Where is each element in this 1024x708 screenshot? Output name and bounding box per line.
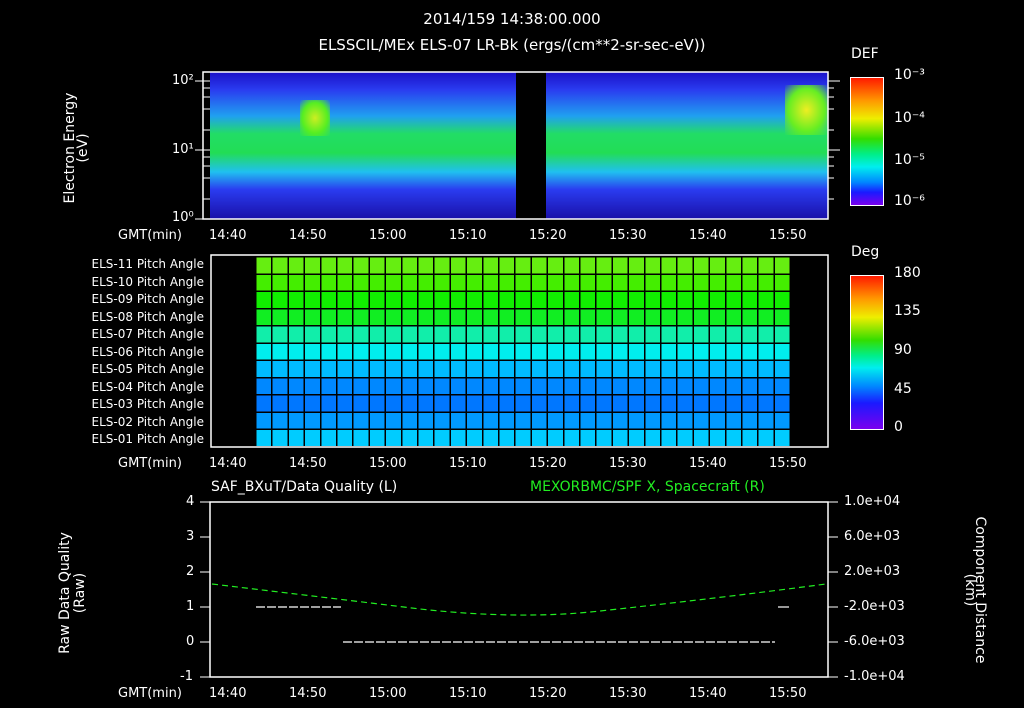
pa-label-els11: ELS-11 Pitch Angle bbox=[91, 257, 204, 271]
panel1-xtick-6: 15:40 bbox=[689, 228, 727, 243]
panel3-ytick-left-2: 2 bbox=[186, 564, 195, 579]
panel1-ytick-100: 10² bbox=[172, 73, 194, 88]
panel3-ytick-left-3: 3 bbox=[186, 529, 195, 544]
panel3-ytick-right-1: 6.0e+03 bbox=[844, 529, 901, 544]
colorbar1-tick-2: 10⁻⁵ bbox=[894, 152, 925, 168]
panel3-ytick-right-5: -1.0e+04 bbox=[844, 669, 905, 684]
panel3-ytick-left-neg1: -1 bbox=[180, 669, 193, 684]
spectrogram-hotspot-1 bbox=[300, 100, 330, 136]
pa-label-els01: ELS-01 Pitch Angle bbox=[91, 432, 204, 446]
panel2-xtick-0: 14:40 bbox=[209, 456, 247, 471]
panel3-ytick-left-1: 1 bbox=[186, 599, 195, 614]
panel3-yunit-left: (Raw) bbox=[72, 572, 88, 614]
pa-label-els10: ELS-10 Pitch Angle bbox=[91, 274, 204, 289]
panel3-xtick-7: 15:50 bbox=[769, 686, 807, 701]
colorbar2-tick-45: 45 bbox=[894, 381, 912, 397]
panel1-ytick-10: 10¹ bbox=[172, 142, 194, 157]
panel2-xtick-5: 15:30 bbox=[609, 456, 647, 471]
panel2-xlabel: GMT(min) bbox=[118, 456, 182, 471]
panel3-title-right: MEXORBMC/SPF X, Spacecraft (R) bbox=[530, 479, 765, 495]
panel3-yunit-right: (km) bbox=[962, 573, 978, 607]
panel3-xtick-3: 15:10 bbox=[449, 686, 487, 701]
pa-label-els05: ELS-05 Pitch Angle bbox=[91, 362, 204, 376]
pa-label-els02: ELS-02 Pitch Angle bbox=[91, 414, 204, 429]
panel3-ytick-right-3: -2.0e+03 bbox=[844, 599, 905, 614]
colorbar2-tick-180: 180 bbox=[894, 265, 921, 281]
colorbar1-tick-3: 10⁻⁶ bbox=[894, 193, 925, 209]
panel3-xtick-2: 15:00 bbox=[369, 686, 407, 701]
panel1-xtick-1: 14:50 bbox=[289, 228, 327, 243]
panel1-xtick-7: 15:50 bbox=[769, 228, 807, 243]
colorbar2-title: Deg bbox=[851, 244, 880, 260]
panel3-xtick-4: 15:20 bbox=[529, 686, 567, 701]
panel3-xtick-5: 15:30 bbox=[609, 686, 647, 701]
pitch-angle-labels: ELS-11 Pitch Angle ELS-10 Pitch Angle EL… bbox=[54, 256, 204, 449]
pa-label-els04: ELS-04 Pitch Angle bbox=[91, 379, 204, 394]
panel1-ytick-1: 10⁰ bbox=[172, 210, 194, 225]
panel1-xtick-0: 14:40 bbox=[209, 228, 247, 243]
panel3-ytick-right-0: 1.0e+04 bbox=[844, 494, 901, 509]
panel3-xlabel: GMT(min) bbox=[118, 686, 182, 701]
pa-label-els08: ELS-08 Pitch Angle bbox=[91, 309, 204, 324]
panel1-xtick-5: 15:30 bbox=[609, 228, 647, 243]
panel2-xtick-6: 15:40 bbox=[689, 456, 727, 471]
panel3-ytick-left-4: 4 bbox=[186, 494, 195, 509]
panel3-title-left: SAF_BXuT/Data Quality (L) bbox=[211, 479, 398, 495]
colorbar2-tick-90: 90 bbox=[894, 342, 912, 358]
pa-label-els07: ELS-07 Pitch Angle bbox=[91, 327, 204, 341]
spectrogram bbox=[210, 72, 828, 219]
panel3-xtick-1: 14:50 bbox=[289, 686, 327, 701]
colorbar1-title: DEF bbox=[851, 46, 879, 62]
panel3-ytick-right-2: 2.0e+03 bbox=[844, 564, 901, 579]
spectrogram-hotspot-2 bbox=[785, 85, 828, 135]
panel1-xtick-4: 15:20 bbox=[529, 228, 567, 243]
colorbar2-tick-0: 0 bbox=[894, 419, 903, 435]
pa-label-els09: ELS-09 Pitch Angle bbox=[91, 292, 204, 306]
colorbar1 bbox=[850, 77, 884, 206]
panel3-ylabel-left: Raw Data Quality bbox=[57, 532, 73, 654]
panel1-xlabel: GMT(min) bbox=[118, 228, 182, 243]
plot-timestamp: 2014/159 14:38:00.000 bbox=[423, 10, 601, 28]
pa-label-els06: ELS-06 Pitch Angle bbox=[91, 344, 204, 359]
panel1-xtick-2: 15:00 bbox=[369, 228, 407, 243]
panel3-ytick-left-0: 0 bbox=[186, 634, 195, 649]
panel3-xtick-6: 15:40 bbox=[689, 686, 727, 701]
colorbar1-tick-0: 10⁻³ bbox=[894, 67, 925, 83]
panel2-xtick-3: 15:10 bbox=[449, 456, 487, 471]
colorbar2-tick-135: 135 bbox=[894, 303, 921, 319]
pitch-angle-grid bbox=[255, 256, 790, 446]
plot-subtitle: ELSSCIL/MEx ELS-07 LR-Bk (ergs/(cm**2-sr… bbox=[318, 36, 706, 54]
panel1-xtick-3: 15:10 bbox=[449, 228, 487, 243]
panel2-xtick-7: 15:50 bbox=[769, 456, 807, 471]
colorbar2 bbox=[850, 275, 884, 430]
pa-label-els03: ELS-03 Pitch Angle bbox=[91, 397, 204, 411]
panel2-xtick-1: 14:50 bbox=[289, 456, 327, 471]
panel3-xtick-0: 14:40 bbox=[209, 686, 247, 701]
panel2-xtick-4: 15:20 bbox=[529, 456, 567, 471]
colorbar1-tick-1: 10⁻⁴ bbox=[894, 110, 925, 126]
panel3-ytick-right-4: -6.0e+03 bbox=[844, 634, 905, 649]
panel2-xtick-2: 15:00 bbox=[369, 456, 407, 471]
